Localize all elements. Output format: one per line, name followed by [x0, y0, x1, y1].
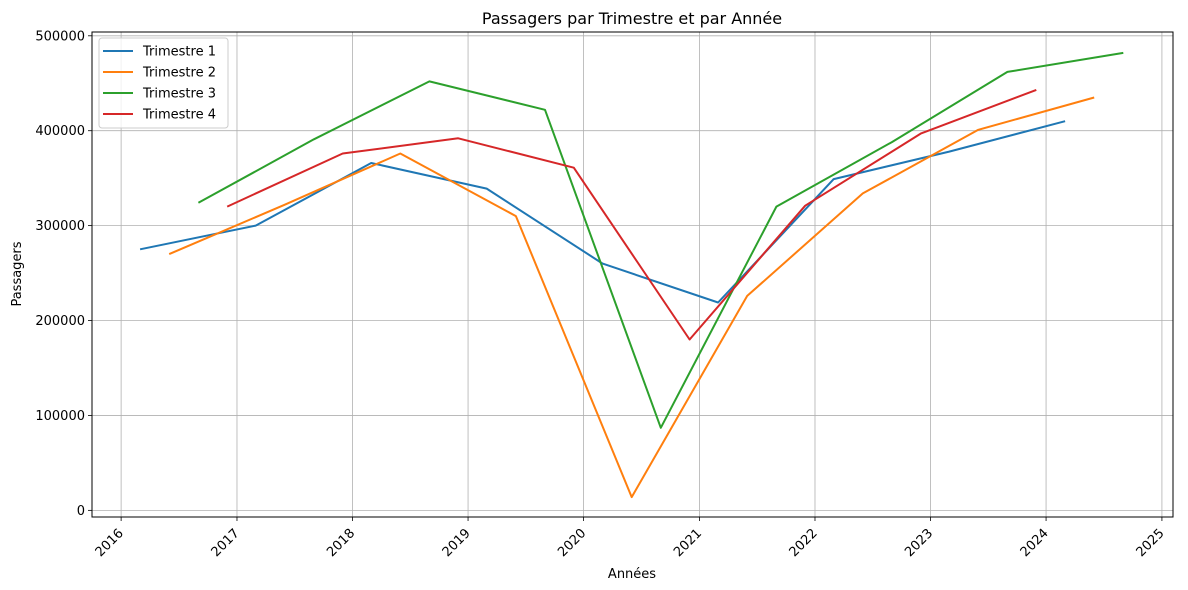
series-line: [168, 96, 1095, 499]
y-tick-label: 500000: [35, 29, 85, 44]
legend-box: [98, 37, 229, 129]
y-tick-label: 0: [77, 504, 85, 519]
series-line: [197, 51, 1124, 429]
legend-label: Trimestre 4: [142, 108, 216, 123]
series-line: [139, 120, 1066, 304]
series-line: [226, 88, 1037, 341]
legend: Trimestre 1 Trimestre 2 Trimestre 3 Trimest…: [98, 37, 229, 129]
y-axis-ticks: 0 100000 200000 300000 400000 500000: [35, 29, 92, 519]
series-lines: [139, 51, 1124, 499]
y-axis-label: Passagers: [10, 241, 25, 306]
y-tick-label: 300000: [35, 219, 85, 234]
x-axis-label: Années: [608, 567, 656, 582]
legend-label: Trimestre 1: [142, 45, 216, 60]
y-tick-label: 100000: [35, 409, 85, 424]
legend-label: Trimestre 2: [142, 66, 216, 81]
legend-label: Trimestre 3: [142, 87, 216, 102]
grid: [92, 32, 1173, 517]
plot-frame: [91, 31, 1174, 518]
y-tick-label: 200000: [35, 314, 85, 329]
y-tick-label: 400000: [35, 124, 85, 139]
chart-title: Passagers par Trimestre et par Année: [482, 9, 782, 28]
